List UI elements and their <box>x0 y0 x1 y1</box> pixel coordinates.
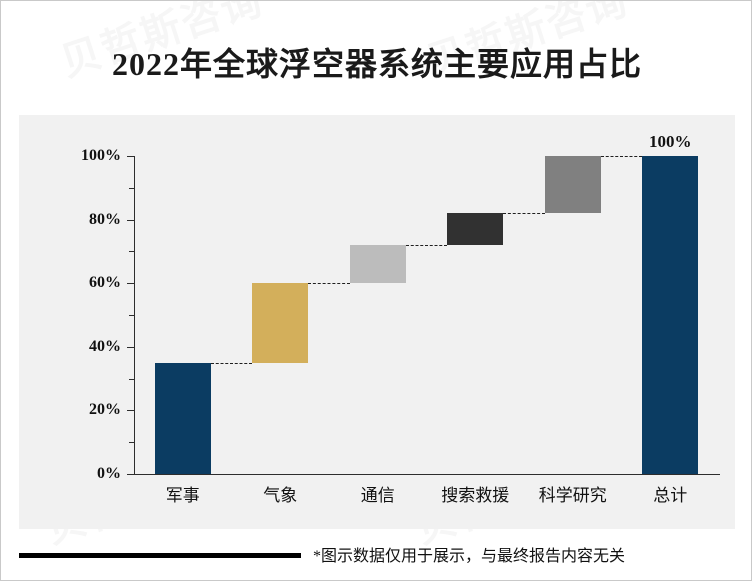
bar-value-label: 100% <box>649 132 692 151</box>
y-axis-tick <box>127 474 134 475</box>
y-axis-tick-label: 40% <box>89 337 121 355</box>
waterfall-connector <box>210 362 253 364</box>
y-axis-tick <box>129 251 134 253</box>
y-axis-tick <box>129 378 134 380</box>
y-axis-tick <box>129 442 134 444</box>
y-axis-tick-label: 20% <box>89 401 121 419</box>
x-axis-label-通信: 通信 <box>360 486 395 505</box>
y-axis-tick-label: 80% <box>89 210 121 228</box>
chart-panel: 0% 20% 40% 60% 80% 100% 100% 军事 气象 通信 搜索救援 科学研究 总计 <box>19 115 735 529</box>
bar-通信[interactable] <box>349 245 406 284</box>
y-axis-tick <box>127 283 134 285</box>
y-axis-labels: 0% 20% 40% 60% 80% 100% <box>19 147 134 482</box>
x-axis-label-军事: 军事 <box>165 486 200 505</box>
y-axis-line <box>134 156 135 475</box>
y-axis-tick <box>127 156 134 157</box>
footer-divider <box>19 553 301 558</box>
waterfall-connector <box>503 213 545 215</box>
y-axis-tick-label: 0% <box>97 465 121 482</box>
waterfall-connector <box>600 156 643 157</box>
bar-科学研究[interactable] <box>544 156 601 214</box>
y-axis-tick <box>127 219 134 221</box>
y-axis-tick-label: 60% <box>89 274 121 292</box>
x-axis-label-搜索救援: 搜索救援 <box>441 486 510 505</box>
y-axis-tick <box>129 187 134 189</box>
x-axis-line <box>134 474 720 475</box>
y-axis-tick <box>129 315 134 316</box>
x-axis-label-总计: 总计 <box>653 486 688 505</box>
y-axis-tick-label: 100% <box>81 147 121 164</box>
bar-总计[interactable] <box>642 156 699 474</box>
page-title: 2022年全球浮空器系统主要应用占比 <box>111 46 642 82</box>
waterfall-connector <box>308 283 350 285</box>
y-axis-tick <box>127 346 134 348</box>
x-axis-label-气象: 气象 <box>263 486 298 505</box>
footer-note: *图示数据仅用于展示，与最终报告内容无关 <box>313 548 626 565</box>
plot-area: 100% <box>134 132 719 474</box>
bar-气象[interactable] <box>252 283 309 363</box>
waterfall-connector <box>405 245 448 247</box>
x-axis-label-科学研究: 科学研究 <box>538 486 607 505</box>
y-axis-tick <box>127 410 134 412</box>
bar-军事[interactable] <box>154 362 211 474</box>
bar-搜索救援[interactable] <box>447 213 504 246</box>
